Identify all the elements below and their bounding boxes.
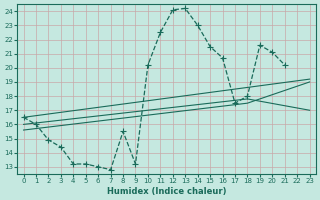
- X-axis label: Humidex (Indice chaleur): Humidex (Indice chaleur): [107, 187, 226, 196]
